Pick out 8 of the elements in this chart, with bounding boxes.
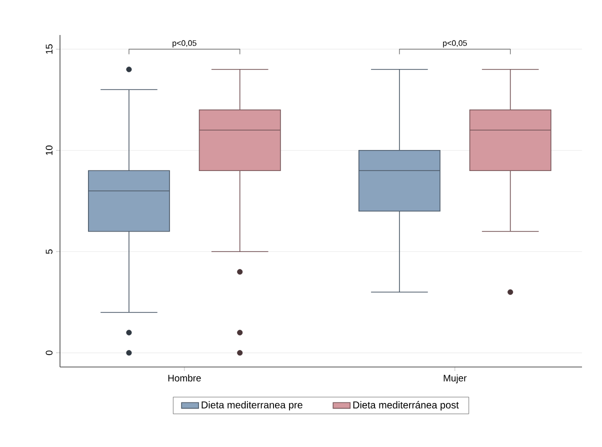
legend-label: Dieta mediterránea post [353, 401, 459, 410]
y-tick-label: 10 [46, 145, 52, 155]
x-tick-label: Hombre [168, 374, 201, 382]
x-tick-label: Mujer [444, 374, 467, 384]
y-tick-label: 15 [46, 44, 52, 54]
legend-label: Dieta mediterranea pre [202, 401, 302, 410]
y-tick-label: 0 [46, 350, 52, 356]
y-tick-label: 5 [46, 249, 52, 254]
